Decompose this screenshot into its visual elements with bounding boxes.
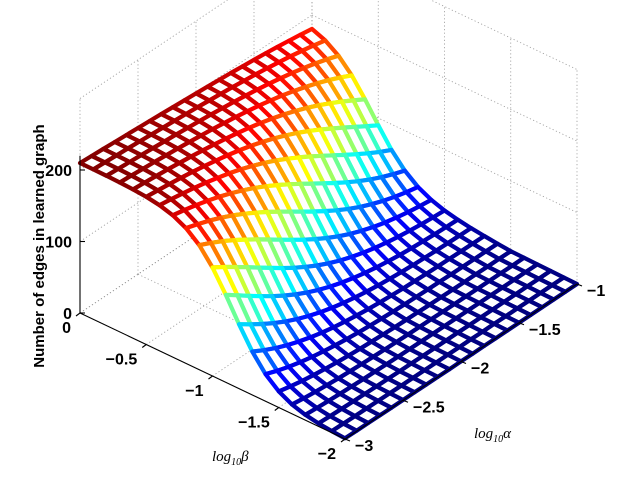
x-tick-label: 0: [62, 320, 71, 337]
x-tick: [75, 312, 81, 317]
y-tick-label: −3: [355, 438, 373, 455]
x-axis-label-var: β: [240, 449, 249, 465]
y-tick-label: −2.5: [413, 399, 445, 416]
z-tick-label: 100: [45, 235, 72, 252]
x-tick-label: −2: [318, 446, 336, 463]
x-tick: [208, 375, 213, 380]
z-axis-label: Number of edges in learned graph: [31, 124, 48, 367]
y-axis-label-log: log: [474, 426, 494, 442]
y-tick: [344, 438, 351, 442]
x-axis-label: log10β: [212, 449, 249, 468]
x-tick-label: −1.5: [238, 415, 270, 432]
y-tick: [460, 360, 467, 365]
y-tick: [402, 399, 409, 403]
x-tick: [274, 407, 280, 411]
y-tick-label: −2: [471, 361, 489, 378]
y-tick-label: −1: [587, 283, 605, 300]
y-tick: [576, 283, 583, 287]
y-axis-label-var: α: [503, 426, 512, 442]
axes: 0 −0.5 −1 −1.5 −2 −3 −2.5 −2 −1.5 −1 0 100 200: [45, 155, 605, 463]
y-axis-label: log10α: [474, 426, 512, 445]
y-tick-label: −1.5: [529, 322, 561, 339]
x-tick-label: −1: [185, 383, 203, 400]
y-axis-label-sub: 10: [493, 434, 503, 445]
x-axis-label-log: log: [212, 449, 232, 465]
back-grid-line: [429, 0, 578, 70]
x-tick: [141, 344, 147, 348]
x-tick-label: −0.5: [106, 352, 138, 369]
surface-mesh: [77, 26, 580, 441]
x-tick: [340, 438, 346, 443]
x-axis-label-sub: 10: [231, 457, 241, 468]
z-tick-label: 0: [63, 306, 72, 323]
y-tick: [518, 322, 525, 326]
z-tick-label: 200: [45, 163, 72, 180]
